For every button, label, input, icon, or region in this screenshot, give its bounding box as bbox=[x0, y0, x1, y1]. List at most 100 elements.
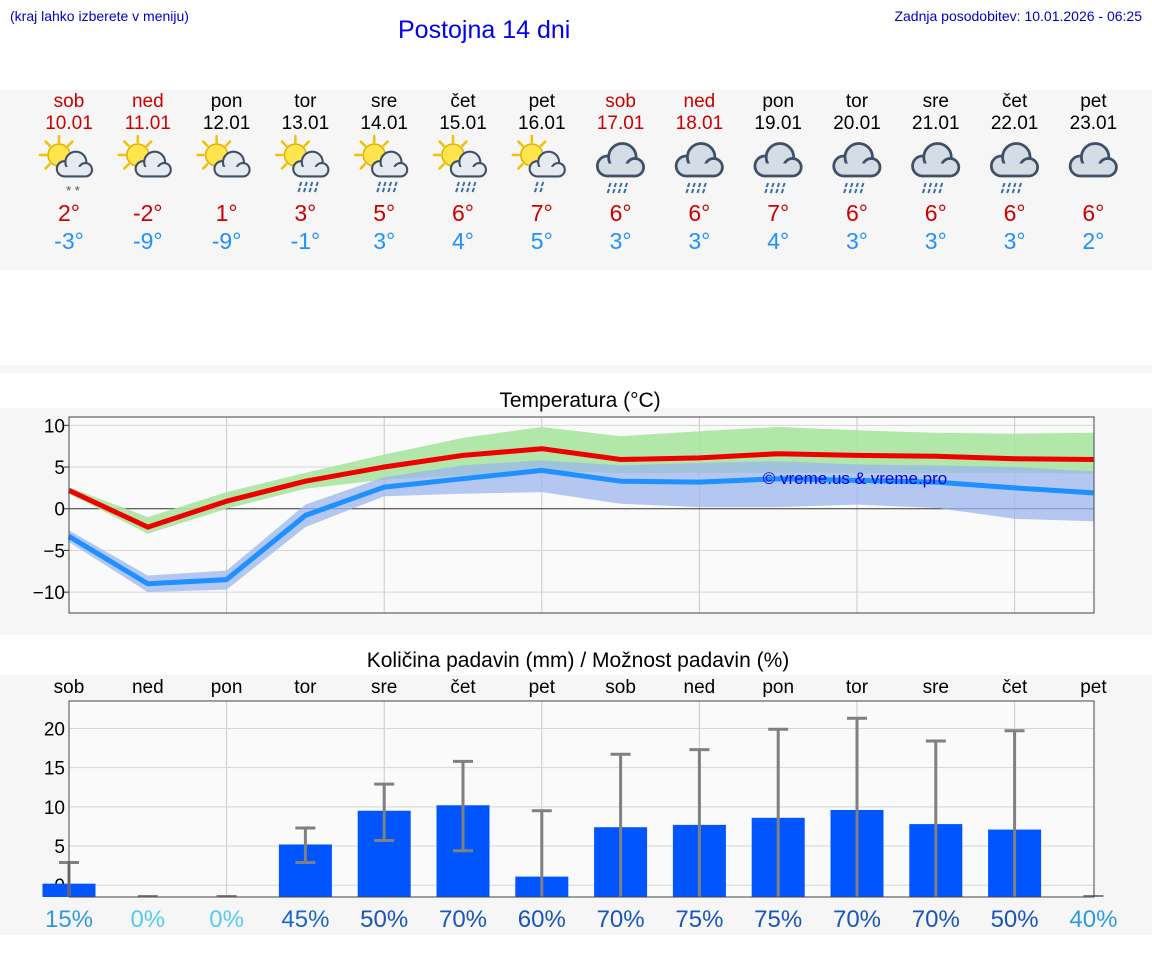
day-date: 23.01 bbox=[1070, 113, 1118, 134]
rain-drop bbox=[297, 187, 301, 193]
cloud-shape bbox=[292, 150, 330, 178]
cloud-shape bbox=[449, 150, 488, 178]
cloud-body bbox=[143, 166, 165, 177]
rain-drop bbox=[467, 181, 471, 187]
rain-drop bbox=[460, 187, 464, 193]
tmax-value: 6° bbox=[452, 200, 474, 226]
tmax-value: 6° bbox=[610, 200, 632, 226]
rain-drop bbox=[617, 188, 622, 194]
day-name: pon bbox=[762, 91, 794, 112]
day-date: 17.01 bbox=[597, 113, 645, 134]
rain-drop bbox=[381, 187, 386, 193]
cloud-shape bbox=[989, 142, 1039, 178]
precip-probability: 70% bbox=[439, 906, 487, 933]
rain-drop bbox=[387, 187, 391, 193]
x-category-label: pet bbox=[529, 677, 556, 698]
forecast-band bbox=[0, 90, 1152, 270]
precip-probability: 0% bbox=[209, 906, 244, 933]
sun-ray bbox=[539, 140, 547, 148]
precip-probability: 70% bbox=[833, 906, 881, 933]
tmax-value: 6° bbox=[1004, 200, 1026, 226]
rain-drop bbox=[394, 181, 398, 187]
cloud-body bbox=[300, 166, 322, 177]
tmin-value: 3° bbox=[610, 228, 632, 254]
sun-ray bbox=[224, 140, 232, 148]
rain-drop bbox=[392, 187, 397, 193]
tmax-value: 5° bbox=[373, 200, 395, 226]
day-date: 15.01 bbox=[439, 113, 487, 134]
cloud-shape bbox=[134, 150, 172, 178]
rain-drop bbox=[1007, 182, 1012, 188]
y-tick-label: 0 bbox=[54, 500, 65, 521]
precip-probability: 75% bbox=[754, 906, 802, 933]
temperature-chart-title: Temperatura (°C) bbox=[499, 389, 660, 412]
x-category-label: pet bbox=[1080, 677, 1107, 698]
page-title: Postojna 14 dni bbox=[398, 16, 571, 44]
rain-drop bbox=[1018, 182, 1023, 188]
day-name: pet bbox=[1080, 91, 1107, 112]
tmin-value: 2° bbox=[1082, 228, 1104, 254]
sun-cloud-rain-icon bbox=[353, 134, 409, 193]
cloud-shape bbox=[595, 142, 645, 178]
cloud-body bbox=[686, 163, 714, 176]
rain-drop bbox=[624, 182, 629, 188]
tmin-value: -3° bbox=[54, 228, 84, 254]
sun-ray bbox=[359, 140, 367, 148]
rain-drop bbox=[383, 181, 387, 187]
precip-probability: 0% bbox=[130, 906, 165, 933]
day-name: čet bbox=[1002, 91, 1028, 112]
x-category-label: sre bbox=[923, 677, 949, 698]
cloud-shape bbox=[911, 142, 961, 178]
rain-drop bbox=[313, 187, 318, 193]
rain-drop bbox=[455, 187, 459, 193]
precipitation-chart: Količina padavin (mm) / Možnost padavin … bbox=[42, 649, 1117, 933]
rain-drop bbox=[606, 188, 611, 194]
sun-ray bbox=[303, 140, 311, 148]
precip-probability: 60% bbox=[518, 906, 566, 933]
tmax-value: 3° bbox=[294, 200, 316, 226]
tmax-value: 1° bbox=[216, 200, 238, 226]
cloud-body bbox=[843, 163, 872, 176]
rain-drop bbox=[938, 188, 942, 194]
tmax-value: 7° bbox=[767, 200, 789, 226]
rain-drop bbox=[927, 188, 931, 194]
rain-drop bbox=[780, 188, 785, 194]
rain-drop bbox=[771, 182, 775, 188]
precip-probability: 50% bbox=[991, 906, 1039, 933]
tmin-value: 4° bbox=[452, 228, 474, 254]
cloud-shape bbox=[213, 150, 251, 178]
cloud-shape bbox=[674, 142, 724, 178]
day-name: čet bbox=[450, 91, 476, 112]
rain-drop bbox=[775, 188, 779, 194]
rain-drop bbox=[939, 182, 944, 188]
day-name: sob bbox=[54, 91, 85, 112]
rain-drop bbox=[304, 181, 308, 187]
tmin-value: -1° bbox=[291, 228, 321, 254]
rain-drop bbox=[697, 182, 702, 188]
cloud-body bbox=[1080, 163, 1108, 176]
cloud-shape bbox=[371, 150, 409, 178]
rain-drop bbox=[1006, 188, 1010, 194]
day-name: pon bbox=[211, 91, 243, 112]
cloud-rain-icon bbox=[989, 142, 1039, 194]
rain-drop bbox=[850, 182, 854, 188]
day-date: 21.01 bbox=[912, 113, 960, 134]
rain-drop bbox=[315, 181, 319, 187]
sun-ray bbox=[145, 140, 153, 148]
day-name: sob bbox=[605, 91, 636, 112]
rain-drop bbox=[608, 182, 612, 188]
sun-ray bbox=[201, 140, 209, 148]
day-date: 16.01 bbox=[518, 113, 566, 134]
menu-hint-text: (kraj lahko izberete v meniju) bbox=[10, 8, 189, 24]
rain-drop bbox=[533, 187, 538, 193]
rain-drop bbox=[859, 188, 863, 194]
x-category-label: sob bbox=[54, 677, 85, 698]
day-name: tor bbox=[294, 91, 317, 112]
cloud-rain-icon bbox=[911, 142, 961, 194]
cloud-icon bbox=[1068, 142, 1118, 178]
sun-ray bbox=[517, 162, 524, 170]
tmin-value: 3° bbox=[846, 228, 868, 254]
day-date: 13.01 bbox=[282, 113, 330, 134]
sun-ray bbox=[382, 140, 389, 148]
rain-drop bbox=[686, 182, 691, 188]
